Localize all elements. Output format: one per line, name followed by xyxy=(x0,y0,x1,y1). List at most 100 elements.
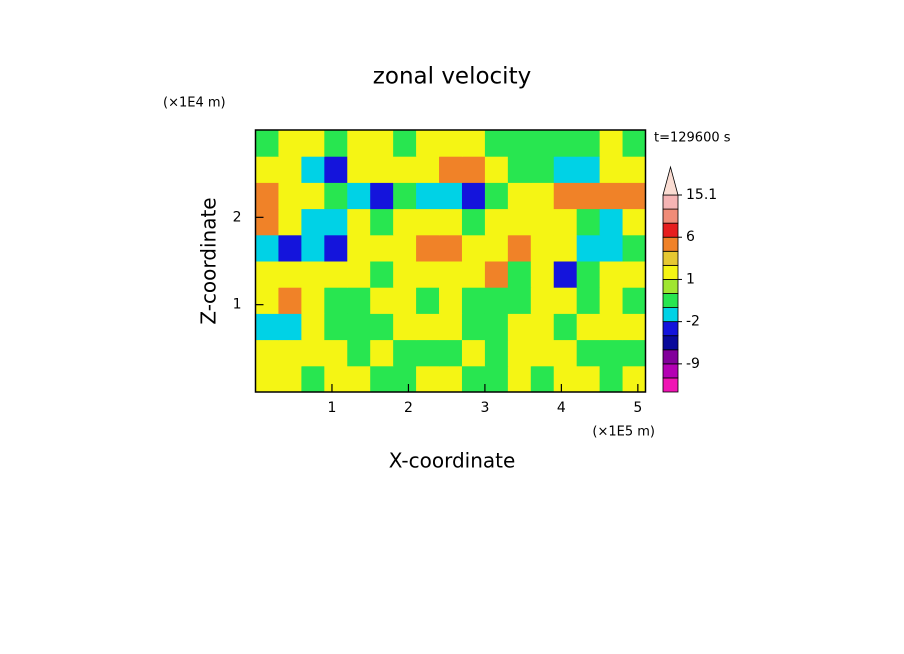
field-cell xyxy=(507,182,532,210)
field-cell xyxy=(622,182,646,210)
field-cell xyxy=(622,130,646,157)
field-cell xyxy=(553,365,578,393)
field-cell xyxy=(461,234,486,262)
field-cell xyxy=(461,130,486,157)
field-cell xyxy=(576,313,601,341)
field-cell xyxy=(255,313,279,341)
x-tick-label: 4 xyxy=(557,400,566,416)
annotation: t=129600 s xyxy=(654,131,731,146)
field-cell xyxy=(416,365,440,393)
field-cell xyxy=(622,313,646,341)
y-unit: (×1E4 m) xyxy=(163,96,226,111)
field-cell xyxy=(301,313,325,341)
x-tick-label: 1 xyxy=(328,400,337,416)
field-cell xyxy=(439,156,463,183)
field-cell xyxy=(553,261,578,288)
field-cell xyxy=(278,208,302,236)
colorbar-box xyxy=(662,279,679,294)
field-cell xyxy=(393,313,417,341)
field-cell xyxy=(324,313,348,341)
field-cell xyxy=(324,339,348,367)
field-cell xyxy=(347,156,371,183)
chart-title: zonal velocity xyxy=(373,64,531,90)
field-cell xyxy=(553,130,578,157)
field-cell xyxy=(576,365,601,393)
field-cell xyxy=(301,261,325,288)
field-cell xyxy=(530,130,555,157)
field-cell xyxy=(278,182,302,210)
field-cell xyxy=(484,156,509,183)
field-cell xyxy=(393,234,417,262)
field-cell xyxy=(507,365,532,393)
field-cell xyxy=(599,234,624,262)
field-cell xyxy=(347,182,371,210)
field-cell xyxy=(278,234,302,262)
colorbar-box xyxy=(662,236,679,252)
field-cell xyxy=(530,208,555,236)
field-cell xyxy=(255,365,279,393)
colorbar-box xyxy=(662,222,679,238)
field-cell xyxy=(439,287,463,314)
field-cell xyxy=(622,365,646,393)
field-cell xyxy=(461,287,486,314)
field-cell xyxy=(301,287,325,314)
colorbar-box xyxy=(662,335,679,351)
field-cell xyxy=(255,182,279,210)
field-cell xyxy=(301,234,325,262)
field-cell xyxy=(553,234,578,262)
field-cell xyxy=(255,287,279,314)
colorbar-box xyxy=(662,321,679,337)
field-cell xyxy=(301,130,325,157)
field-cell xyxy=(553,313,578,341)
field-cell xyxy=(622,234,646,262)
field-cell xyxy=(484,365,509,393)
field-cell xyxy=(416,156,440,183)
field-cell xyxy=(576,182,601,210)
field-cell xyxy=(553,208,578,236)
field-cell xyxy=(622,208,646,236)
colorbar-arrow xyxy=(662,165,679,196)
field-cell xyxy=(370,287,394,314)
field-cell xyxy=(416,182,440,210)
field-cell xyxy=(507,339,532,367)
field-cell xyxy=(484,182,509,210)
field-cell xyxy=(324,182,348,210)
field-cell xyxy=(507,313,532,341)
field-cell xyxy=(255,208,279,236)
field-cell xyxy=(324,156,348,183)
field-cell xyxy=(393,261,417,288)
x-tick-label: 5 xyxy=(633,400,642,416)
field-cell xyxy=(416,234,440,262)
field-cell xyxy=(622,287,646,314)
field-cell xyxy=(576,156,601,183)
y-axis-label: Z-coordinate xyxy=(197,197,221,324)
field-cell xyxy=(622,339,646,367)
field-cell xyxy=(439,339,463,367)
field-cell xyxy=(599,365,624,393)
field-cell xyxy=(530,287,555,314)
x-axis-label: X-coordinate xyxy=(389,449,516,473)
field-cell xyxy=(599,156,624,183)
x-tick-label: 2 xyxy=(404,400,413,416)
colorbar-label: -2 xyxy=(686,314,700,330)
field-cell xyxy=(507,287,532,314)
field-cell xyxy=(393,339,417,367)
colorbar-box xyxy=(662,363,679,379)
plot-frame xyxy=(254,129,647,393)
field-cell xyxy=(278,130,302,157)
field-cell xyxy=(370,261,394,288)
field-cell xyxy=(530,339,555,367)
field-cell xyxy=(301,339,325,367)
field-cell xyxy=(461,208,486,236)
field-cell xyxy=(324,234,348,262)
field-cell xyxy=(347,261,371,288)
field-cell xyxy=(507,208,532,236)
field-cell xyxy=(393,365,417,393)
field-cell xyxy=(461,156,486,183)
field-cell xyxy=(255,156,279,183)
field-cell xyxy=(324,365,348,393)
y-tick-label: 2 xyxy=(233,209,242,225)
field-cell xyxy=(324,287,348,314)
axes: 1 2 3 4 5 1 2 xyxy=(233,129,647,416)
field-cell xyxy=(416,208,440,236)
